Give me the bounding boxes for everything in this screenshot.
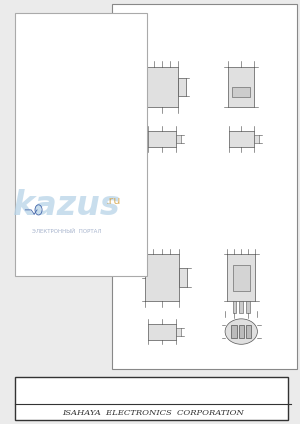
Ellipse shape <box>225 319 257 344</box>
Bar <box>229 131 254 147</box>
Bar <box>146 67 178 107</box>
Bar <box>148 324 176 340</box>
Bar <box>232 325 237 338</box>
Text: ISAHAYA  ELECTRONICS  CORPORATION: ISAHAYA ELECTRONICS CORPORATION <box>62 410 244 417</box>
Bar <box>112 4 297 369</box>
Bar <box>227 254 255 301</box>
Bar <box>232 87 250 97</box>
Bar <box>148 131 176 147</box>
Text: kazus: kazus <box>13 189 120 222</box>
Bar <box>145 254 179 301</box>
Bar <box>15 13 147 276</box>
Bar <box>178 78 186 96</box>
Bar <box>233 265 250 290</box>
Text: ЭЛЕКТРОННЫЙ  ПОРТАЛ: ЭЛЕКТРОННЫЙ ПОРТАЛ <box>32 229 101 234</box>
Bar <box>246 325 251 338</box>
Bar <box>179 268 187 287</box>
Bar <box>176 327 181 336</box>
Bar <box>247 301 250 313</box>
Bar <box>239 301 243 313</box>
Bar <box>254 135 259 143</box>
Bar <box>176 135 181 143</box>
Bar <box>15 377 288 420</box>
Bar <box>232 301 236 313</box>
Bar <box>228 67 254 107</box>
Bar <box>238 325 244 338</box>
Text: .ru: .ru <box>106 196 122 206</box>
